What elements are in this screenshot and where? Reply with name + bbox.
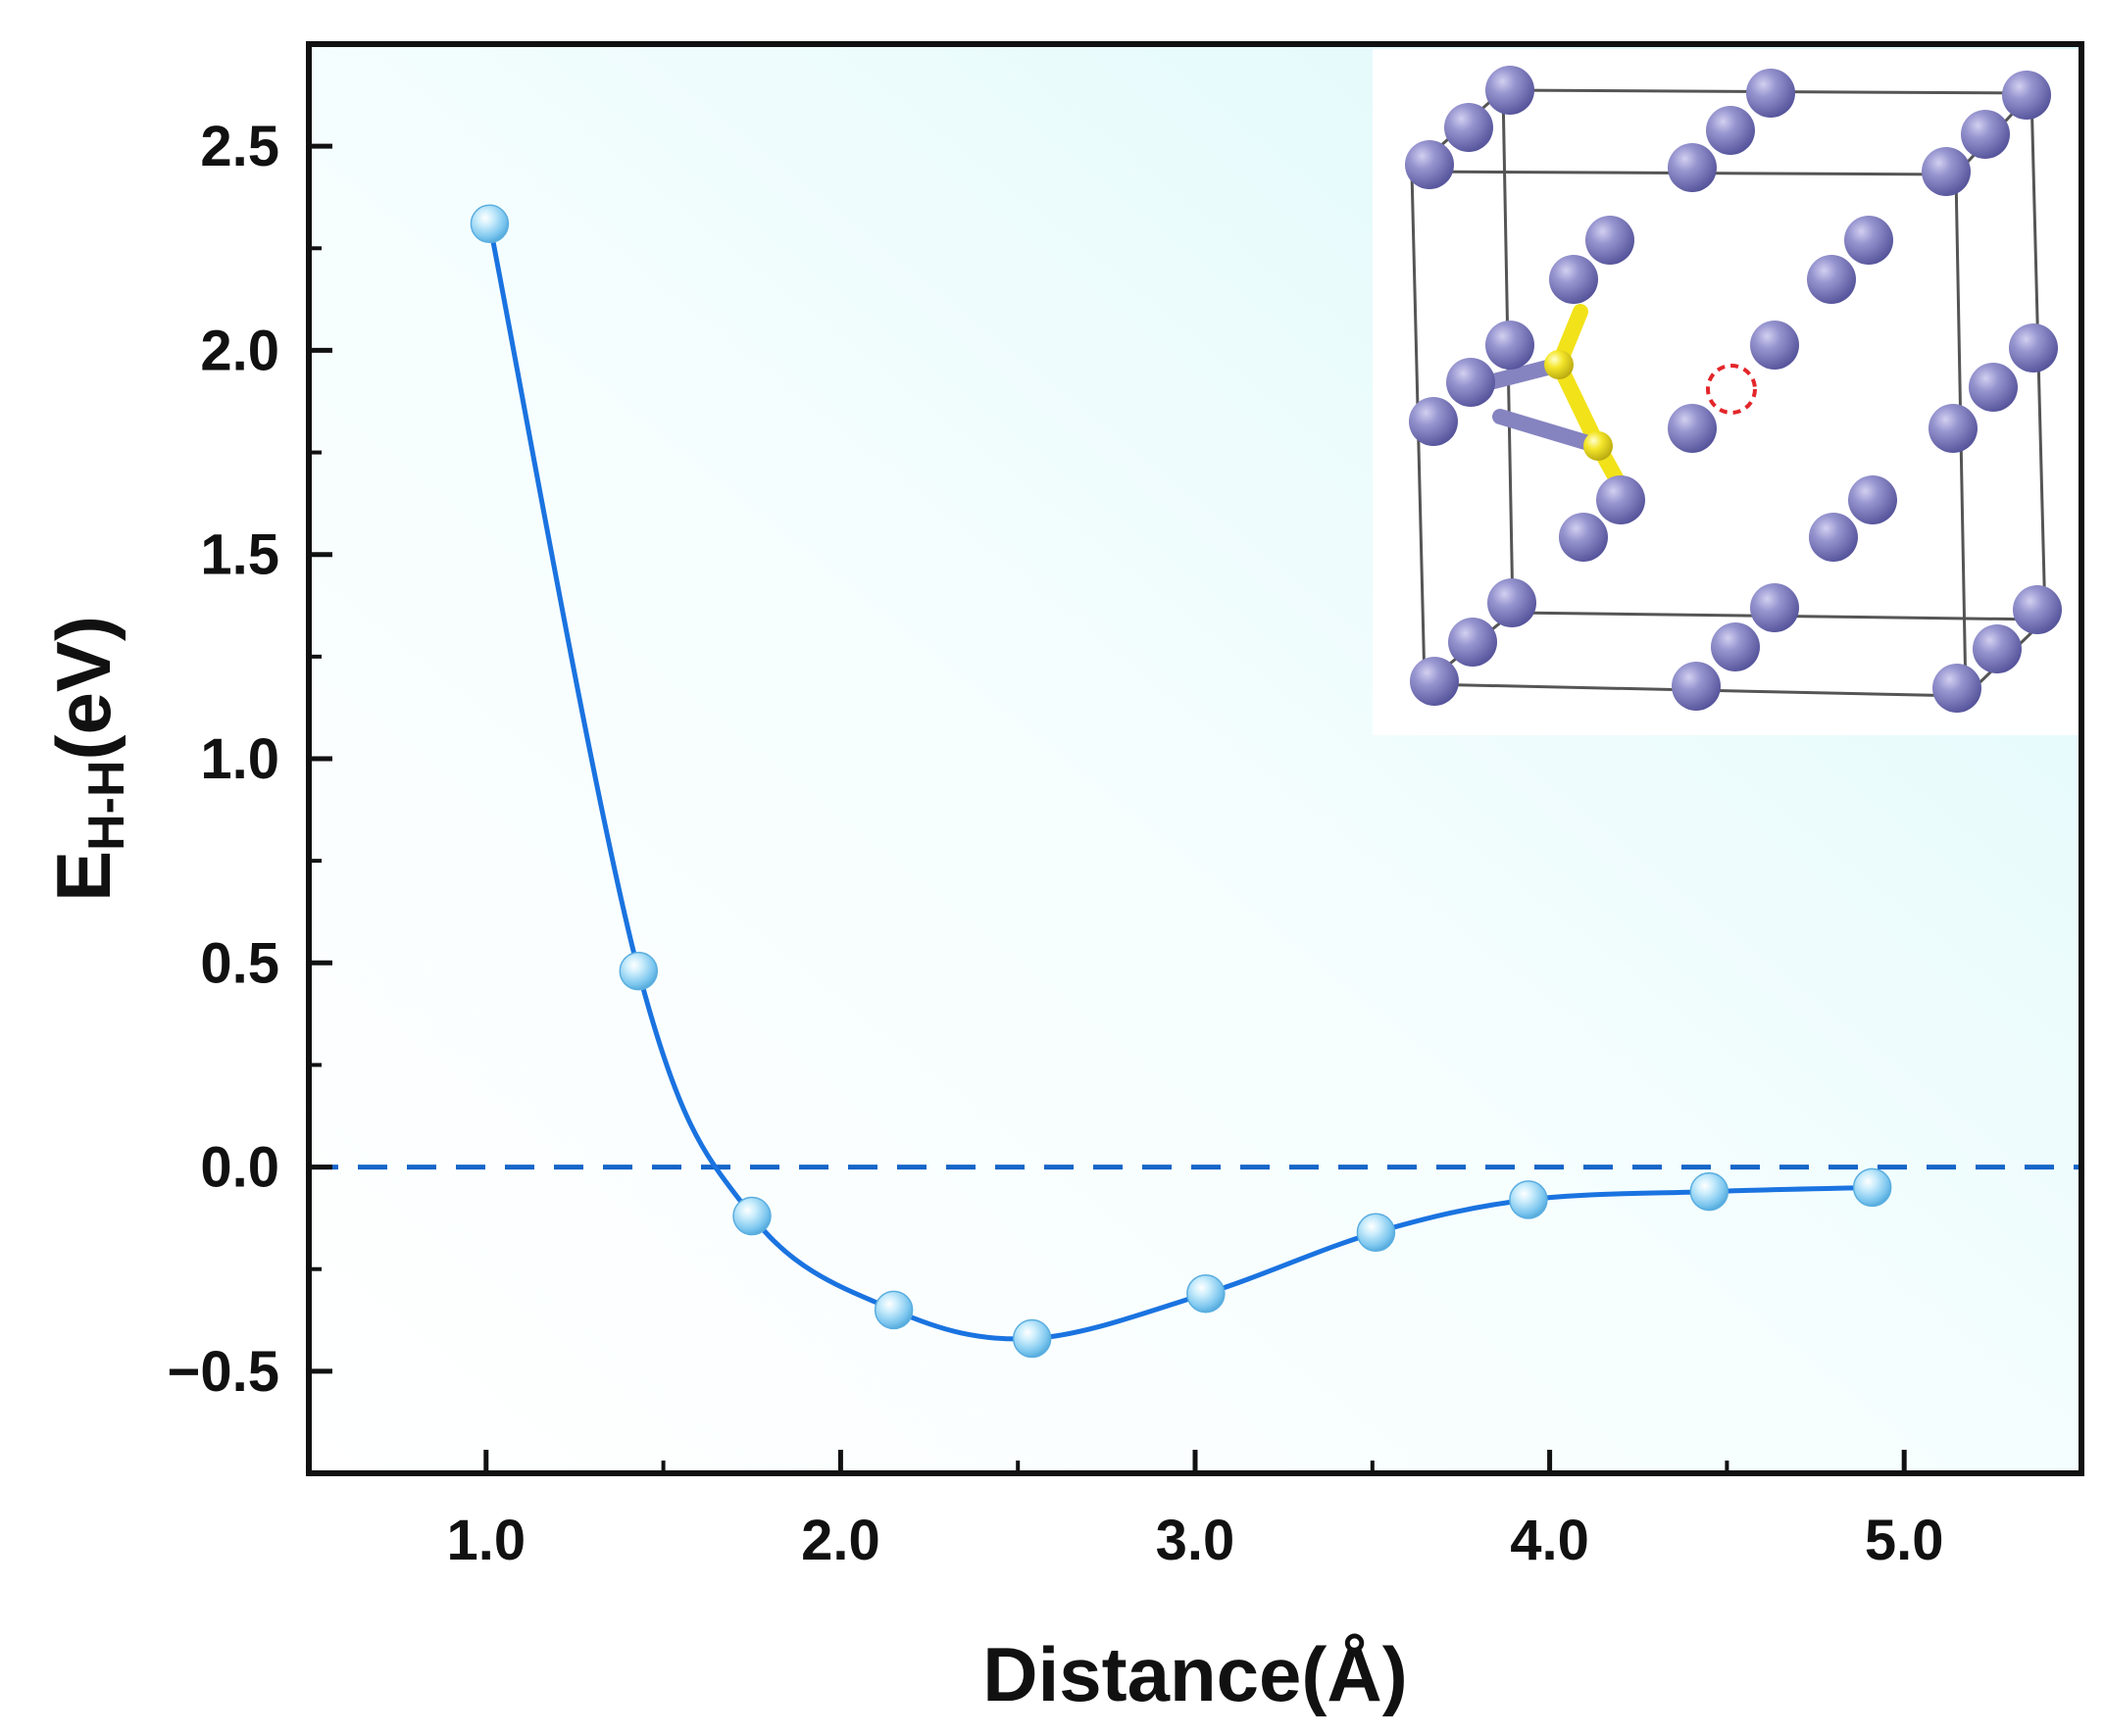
y-axis-title-subscript: H-H — [78, 760, 135, 850]
metal-atom-1 — [1444, 103, 1493, 152]
y-axis-title: EH-H(eV) — [40, 616, 135, 902]
y-tick-label-0: −0.5 — [168, 1340, 280, 1404]
data-point-9 — [1852, 1167, 1892, 1208]
metal-atom-31 — [2013, 585, 2062, 634]
metal-atom-21 — [1596, 475, 1645, 524]
data-point-7 — [1509, 1180, 1548, 1219]
bond-4 — [1492, 409, 1606, 454]
metal-atom-15 — [1409, 397, 1458, 446]
metal-atom-14 — [1446, 358, 1495, 407]
metal-atom-29 — [1711, 622, 1760, 671]
metal-atom-8 — [1922, 147, 1971, 196]
metal-atom-18 — [2009, 323, 2058, 372]
metal-atom-24 — [1809, 513, 1858, 562]
crystal-structure-inset — [1373, 49, 2079, 735]
metal-atom-26 — [1448, 618, 1497, 667]
data-point-1 — [619, 951, 659, 991]
hydrogen-atom-0 — [1544, 350, 1574, 379]
metal-atom-17 — [1668, 404, 1717, 453]
y-tick-label-3: 1.0 — [200, 727, 279, 791]
data-point-0 — [470, 204, 510, 244]
bond-0 — [1551, 357, 1606, 454]
data-point-5 — [1186, 1273, 1226, 1314]
y-tick-label-6: 2.5 — [200, 115, 279, 178]
metal-atom-7 — [1961, 110, 2010, 159]
metal-atom-0 — [1485, 66, 1534, 115]
x-axis-ticks: 1.0 2.0 3.0 4.0 5.0 — [446, 1450, 1944, 1572]
metal-atom-32 — [1973, 624, 2022, 673]
y-tick-label-5: 2.0 — [200, 319, 279, 382]
metal-atom-4 — [1706, 106, 1755, 155]
metal-atom-3 — [1746, 69, 1795, 118]
data-point-6 — [1356, 1213, 1396, 1252]
metal-atom-2 — [1405, 140, 1454, 189]
metal-atom-25 — [1487, 578, 1536, 627]
metal-atom-13 — [1485, 321, 1534, 370]
x-axis-title: Distance(Å) — [982, 1631, 1407, 1717]
metal-atom-27 — [1410, 657, 1459, 706]
data-point-4 — [1012, 1318, 1052, 1359]
data-point-8 — [1689, 1171, 1729, 1212]
metal-atom-28 — [1750, 583, 1799, 632]
metal-atom-23 — [1848, 475, 1897, 524]
vacancy-marker — [1706, 364, 1757, 415]
y-axis-ticks: −0.5 0.0 0.5 1.0 1.5 2.0 2.5 — [168, 115, 332, 1404]
y-tick-label-4: 1.5 — [200, 523, 279, 587]
metal-atom-22 — [1559, 513, 1608, 562]
x-tick-label-3: 4.0 — [1510, 1509, 1589, 1572]
hydrogen-atom-1 — [1583, 431, 1613, 461]
metal-atom-33 — [1932, 664, 1981, 713]
metal-atom-9 — [1585, 216, 1634, 265]
y-axis-title-suffix: (eV) — [40, 616, 126, 760]
metal-atom-20 — [1929, 404, 1978, 453]
y-tick-label-2: 0.5 — [200, 931, 279, 995]
metal-atom-30 — [1672, 662, 1721, 711]
x-tick-label-1: 2.0 — [801, 1509, 880, 1572]
y-tick-label-1: 0.0 — [200, 1136, 279, 1200]
metal-atom-6 — [2002, 71, 2051, 120]
x-tick-label-4: 5.0 — [1865, 1509, 1944, 1572]
data-points — [470, 204, 1892, 1359]
metal-atom-5 — [1668, 143, 1717, 192]
x-tick-label-0: 1.0 — [446, 1509, 526, 1572]
metal-atom-11 — [1844, 216, 1893, 265]
x-tick-label-2: 3.0 — [1156, 1509, 1235, 1572]
data-point-3 — [874, 1290, 914, 1330]
metal-atom-10 — [1549, 255, 1598, 304]
y-axis-title-main: E — [40, 851, 126, 902]
metal-atom-16 — [1750, 321, 1799, 370]
metal-atom-12 — [1807, 255, 1856, 304]
data-point-2 — [732, 1196, 772, 1236]
atoms — [1405, 66, 2062, 713]
metal-atom-19 — [1969, 363, 2018, 412]
